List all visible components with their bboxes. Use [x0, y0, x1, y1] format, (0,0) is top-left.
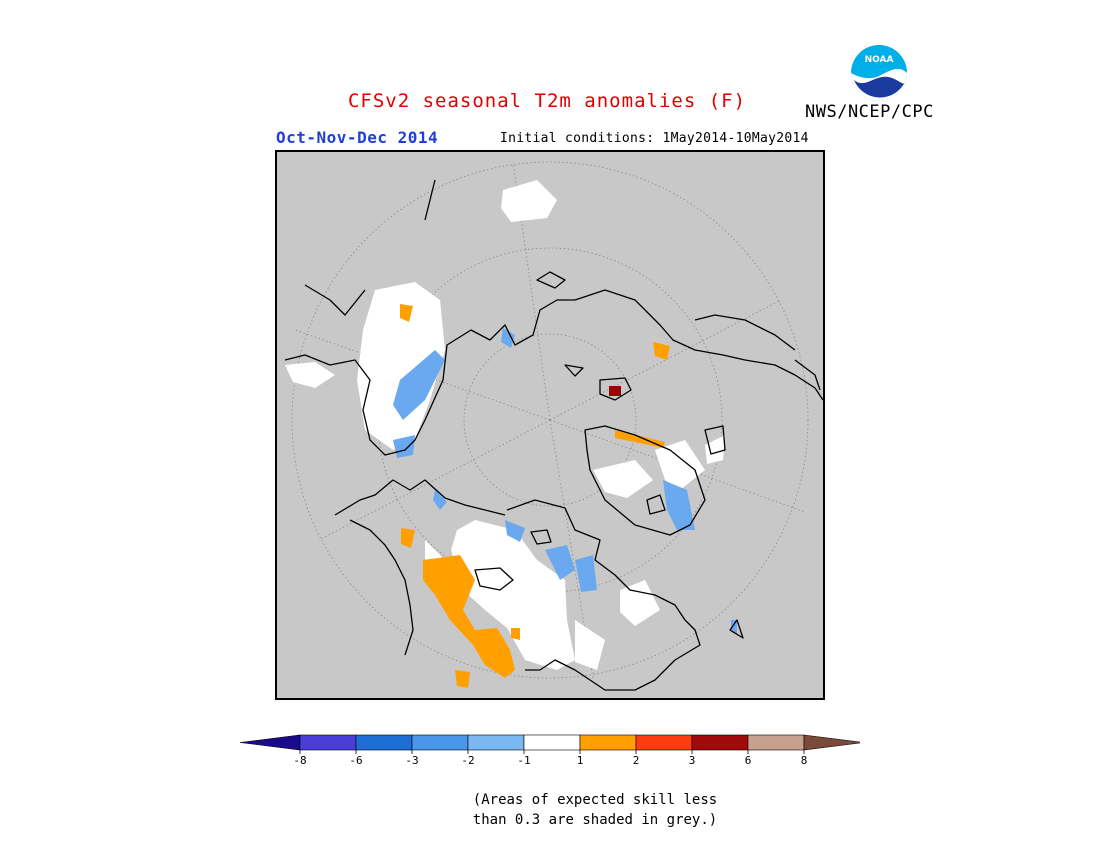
note-line-1: (Areas of expected skill less: [472, 792, 718, 808]
legend-tick-label: -6: [349, 754, 362, 767]
strong-warm-spot: [609, 386, 621, 396]
legend-bin: [579, 734, 637, 751]
legend-bin: [299, 734, 357, 751]
legend-tick-label: 2: [633, 754, 640, 767]
legend-tick-label: -3: [405, 754, 418, 767]
chart-title: CFSv2 seasonal T2m anomalies (F): [347, 90, 747, 112]
legend-tick-label: 8: [801, 754, 808, 767]
note-line-2: than 0.3 are shaded in grey.): [472, 812, 718, 828]
legend-bin: [747, 734, 805, 751]
coastlines: [284, 179, 824, 691]
legend-bin: [467, 734, 525, 751]
polar-map: [275, 150, 825, 700]
agency-label: NWS/NCEP/CPC: [805, 102, 934, 122]
initial-conditions-label: Initial conditions: 1May2014-10May2014: [500, 131, 809, 146]
logo-text: NOAA: [865, 55, 894, 65]
legend-arrow-right: [803, 734, 865, 751]
legend-bin: [523, 734, 581, 751]
legend-bin: [635, 734, 693, 751]
legend-tick-label: 6: [745, 754, 752, 767]
season-label: Oct-Nov-Dec 2014: [276, 128, 439, 147]
legend-arrow-left: [239, 734, 301, 751]
warm-anomaly-regions: [400, 304, 670, 688]
legend-bin: [355, 734, 413, 751]
color-legend: -8 -6 -3 -2 -1 1 2 3 6 8: [239, 733, 865, 773]
legend-tick-label: 3: [689, 754, 696, 767]
legend-bin: [691, 734, 749, 751]
legend-tick-label: -2: [461, 754, 474, 767]
skill-note: (Areas of expected skill less than 0.3 a…: [0, 790, 1100, 830]
legend-bin: [411, 734, 469, 751]
noaa-logo: NOAA: [848, 42, 910, 104]
map-border: [275, 150, 825, 700]
legend-tick-label: -8: [293, 754, 306, 767]
legend-tick-label: 1: [577, 754, 584, 767]
legend-tick-label: -1: [517, 754, 530, 767]
